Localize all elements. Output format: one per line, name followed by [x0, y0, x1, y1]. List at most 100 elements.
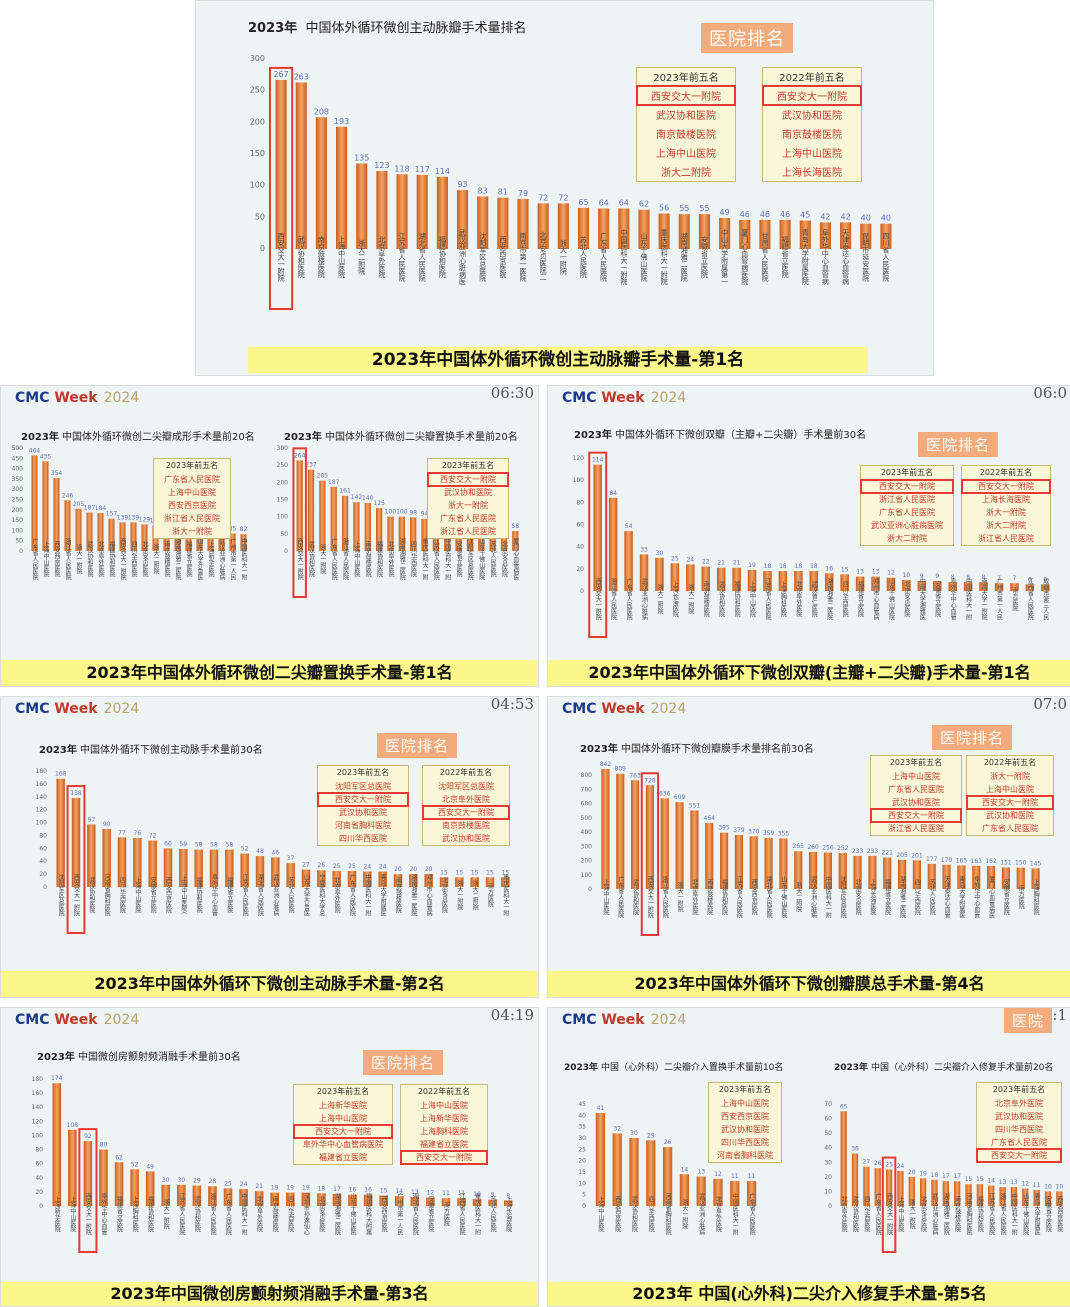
x-category-label: 北京安贞医院: [318, 1195, 325, 1233]
top5-header: 2023年前五名: [889, 758, 943, 767]
x-category-label: 西安西京医院: [165, 877, 172, 914]
bar: [658, 213, 670, 249]
y-tick-label: 100: [581, 872, 593, 879]
bar: [670, 563, 680, 591]
bar: [994, 583, 1004, 591]
x-category-label: 沈阳军区总医院: [839, 875, 846, 919]
cmc-week-logo: CMC Week 2024: [562, 1012, 687, 1028]
y-tick-label: 20: [576, 566, 584, 573]
bar: [1056, 1191, 1063, 1206]
bar: [254, 1191, 264, 1206]
x-category-label: 江苏省人民医院: [988, 1193, 995, 1236]
bar: [823, 852, 832, 889]
bar-value-label: 11: [731, 1173, 739, 1180]
x-category-label: 武汉协和医院: [86, 540, 93, 578]
bar: [601, 769, 610, 889]
bar: [163, 848, 173, 887]
bar-value-label: 15: [486, 869, 494, 876]
bar-value-label: 24: [686, 556, 694, 563]
bar: [270, 1192, 279, 1206]
bar: [720, 832, 729, 889]
bar: [819, 222, 831, 249]
bar: [645, 785, 654, 889]
bar: [99, 1149, 108, 1206]
chart-valve-total: 0 100 200 300 400 500 600 700 800 842 上海中山医院 809 广东省…: [581, 761, 1041, 937]
panel-aorta: 0 20 40 60 80 100 120 140 160 180 168 沈阳军区总医院 138 西安交…: [0, 696, 539, 998]
top5-item: 西安交大一附院: [762, 85, 862, 106]
top5-item: 四川华西医院: [721, 1138, 769, 1147]
x-category-label: 河南省胸科医院: [103, 873, 110, 917]
bar-value-label: 8: [966, 574, 970, 581]
bar-value-label: 15: [502, 869, 510, 876]
x-category-label: 安徽省立医院: [934, 580, 941, 618]
y-tick-label: 300: [250, 54, 265, 63]
x-category-label: 山东千佛山医院: [780, 875, 787, 919]
x-category-label: 中国医科大一附: [240, 1192, 247, 1236]
bar-value-label: 15: [440, 869, 448, 876]
y-tick-label: 180: [36, 768, 48, 775]
x-category-label: 武汉亚洲心脏病: [218, 537, 225, 581]
bar: [271, 857, 280, 887]
top5-header: 2023年前五名: [316, 1087, 370, 1096]
panel-caption: 2023年 中国(心外科)二尖介入修复手术量-第5名: [548, 1282, 1070, 1306]
y-tick-label: 200: [250, 117, 265, 126]
bar: [477, 196, 489, 249]
bar-value-label: 138: [70, 790, 82, 797]
y-tick-label: 500: [12, 445, 24, 452]
bar: [307, 469, 315, 551]
bar-value-label: 15: [965, 1176, 973, 1183]
top5-item: 沈阳军区总医院: [438, 782, 494, 791]
bar: [317, 1193, 326, 1206]
bar-value-label: 41: [597, 1105, 605, 1112]
bar: [979, 582, 988, 591]
x-category-label: 天津泰达心血管: [943, 876, 950, 919]
bar: [988, 1185, 995, 1206]
bar-value-label: 13: [856, 569, 864, 576]
x-category-label: 湖南湘雅二医院: [680, 232, 688, 283]
top5-item: 武汉协和医院: [442, 834, 490, 843]
bar: [618, 208, 630, 249]
bar: [690, 810, 699, 889]
bar: [912, 860, 921, 889]
bar-value-label: 8: [951, 574, 955, 581]
x-category-label: 阜外华中心血管病: [821, 228, 829, 286]
bar-value-label: 139: [128, 514, 140, 521]
x-category-label: 浙大一附院: [319, 543, 326, 575]
x-category-label: 中国医科大一附: [824, 875, 831, 919]
bar: [920, 1178, 927, 1206]
bar: [749, 836, 758, 889]
bar: [794, 851, 803, 889]
highlight-box: [66, 785, 86, 934]
bar-value-label: 20: [410, 866, 418, 873]
x-category-label: 浙江省人民医院: [209, 1192, 216, 1236]
bar: [240, 853, 249, 887]
bar-value-label: 98: [409, 509, 417, 516]
x-category-label: 湖南湘雅二医院: [410, 873, 417, 917]
bar: [863, 1166, 870, 1206]
bar: [598, 208, 610, 249]
x-category-label: 上海中山医院: [353, 540, 360, 578]
x-category-label: 湖南湘雅二医院: [942, 1192, 949, 1236]
x-category-label: 北京安贞医院: [500, 540, 507, 578]
x-category-label: 江苏省人民医院: [432, 538, 439, 581]
top5-item: 武汉协和医院: [339, 808, 387, 817]
ranking-badge: 医院排名: [377, 733, 458, 758]
bar-value-label: 13: [411, 1189, 419, 1196]
x-category-label: 中国医科大一附: [731, 1192, 738, 1236]
x-category-label: 苏北人民医院: [287, 876, 294, 914]
x-category-label: 苏北人民医院: [489, 1195, 496, 1233]
bar: [192, 1185, 202, 1206]
top5-box-2023: 2023年前五名 西安交大一附院 武汉协和医院 南京鼓楼医院 上海中山医院 浙大…: [636, 67, 736, 182]
y-tick-label: 45: [578, 1101, 586, 1108]
bar: [976, 1184, 983, 1206]
y-tick-label: 200: [12, 507, 24, 514]
x-category-label: 广东省人民医院: [748, 1192, 755, 1236]
x-category-label: 四川华西医院: [119, 877, 126, 914]
x-category-label: 山东大学齐鲁医: [303, 873, 310, 916]
y-tick-label: 500: [581, 815, 593, 822]
bar: [410, 517, 417, 551]
x-category-label: 西安西京医院: [499, 236, 507, 279]
y-tick-label: 200: [581, 858, 593, 865]
bar: [963, 582, 973, 591]
chart-mitral-intervention-replacement: 0 5 10 15 20 25 30 35 40 45 41 上海中山医院 32 西安西京医院 30 武汉协和…: [578, 1101, 757, 1236]
